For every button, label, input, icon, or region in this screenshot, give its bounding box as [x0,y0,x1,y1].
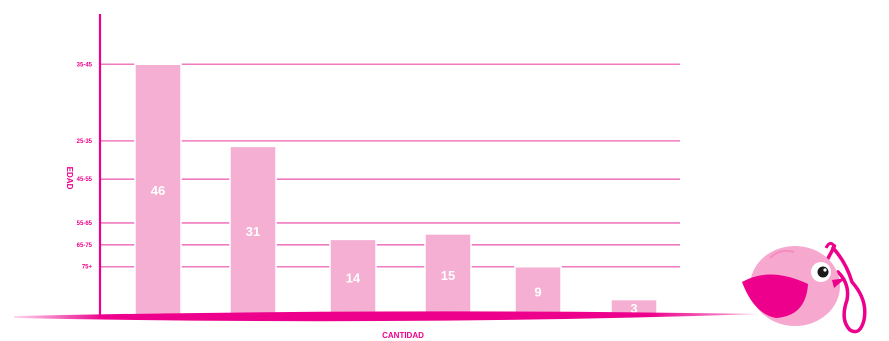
bar [229,145,277,317]
bar-value-label: 14 [346,271,361,286]
y-tick-labels: 35-45 25-35 45-55 55-65 65-75 75+ [77,62,93,270]
pink-bird-icon [742,241,867,334]
y-tick-label: 75+ [82,265,93,271]
y-tick-label: 45-55 [77,177,93,183]
y-tick-label: 65-75 [77,243,93,249]
grid-lines [100,63,680,268]
bar-value-label: 3 [630,301,637,316]
x-axis-label: CANTIDAD [382,331,424,340]
y-tick-label: 35-45 [77,62,93,68]
y-tick-label: 25-35 [77,139,93,145]
bar-value-label: 9 [534,284,541,299]
bar [329,238,377,317]
bars-group: 46 31 14 15 9 3 [134,63,658,317]
x-axis [14,311,760,322]
bar-value-label: 46 [151,183,165,198]
bar-value-label: 15 [441,268,455,283]
bar [514,265,562,317]
y-axis-label: EDAD [65,167,74,190]
y-tick-label: 55-65 [77,221,93,227]
bar-value-label: 31 [246,224,260,239]
